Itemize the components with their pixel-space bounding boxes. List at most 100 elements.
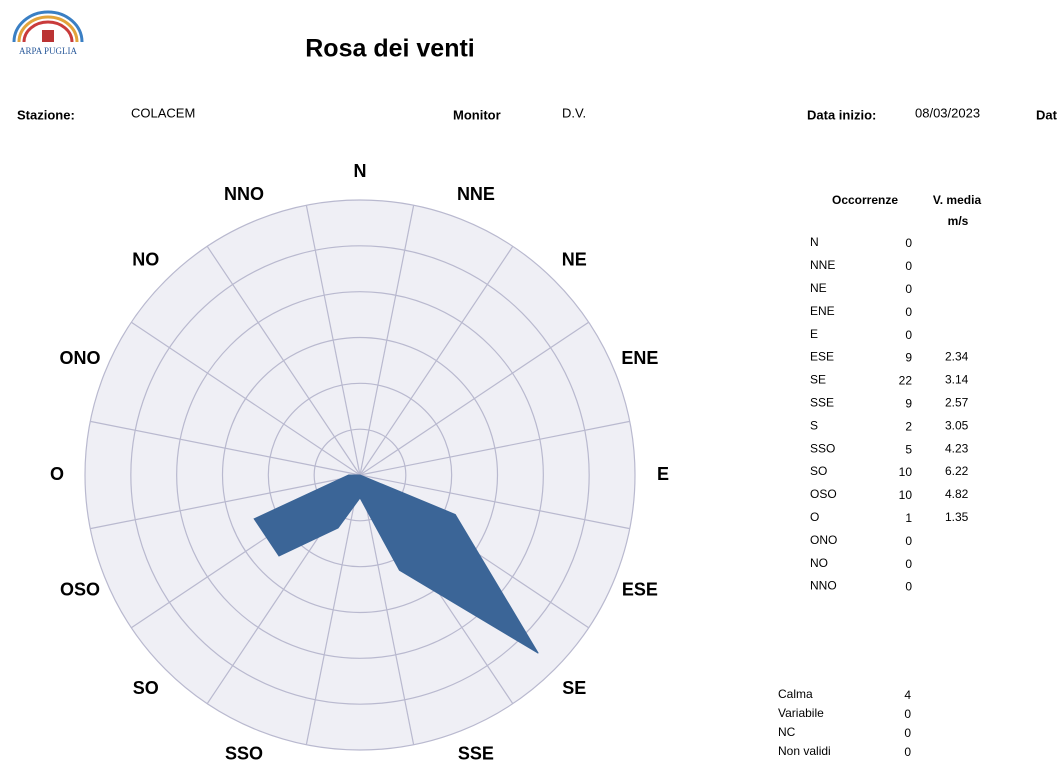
summary-value: 0: [904, 726, 911, 740]
radar-area: [253, 474, 539, 654]
table-speed: 2.34: [945, 350, 969, 364]
logo-arc: [22, 20, 74, 43]
table-occurrences: 0: [905, 282, 912, 296]
table-header: V. media: [933, 193, 982, 207]
spoke: [90, 474, 361, 530]
table-occurrences: 10: [899, 465, 913, 479]
grid-ring: [221, 336, 499, 614]
direction-label: SO: [133, 678, 159, 698]
table-speed: 3.14: [945, 373, 969, 387]
table-occurrences: 9: [905, 351, 912, 365]
field-label: Monitor: [453, 107, 501, 122]
logo-text: ARPA PUGLIA: [19, 46, 77, 56]
field-label: Data inizio:: [807, 107, 876, 122]
direction-label: SSE: [458, 744, 494, 764]
direction-label: O: [50, 464, 64, 484]
spoke: [359, 420, 630, 476]
grid-ring: [313, 428, 407, 522]
logo-arc: [17, 15, 79, 43]
field-value: D.V.: [562, 105, 586, 120]
grid-ring: [176, 291, 544, 659]
spoke: [90, 420, 361, 476]
summary-label: Variabile: [778, 706, 824, 720]
field-value: 08/03/2023: [915, 105, 980, 120]
table-header: Occorrenze: [832, 193, 898, 207]
table-speed: 3.05: [945, 418, 969, 432]
table-occurrences: 2: [905, 419, 912, 433]
table-direction: E: [810, 327, 818, 341]
table-direction: O: [810, 510, 819, 524]
spoke: [305, 205, 361, 476]
table-speed: 4.82: [945, 487, 969, 501]
direction-label: NNE: [457, 184, 495, 204]
logo-shield: [42, 30, 54, 42]
spoke: [359, 246, 514, 476]
table-direction: NNO: [810, 579, 837, 593]
table-speed: 4.23: [945, 441, 969, 455]
field-label: Stazione:: [17, 107, 75, 122]
spoke: [305, 474, 361, 745]
table-direction: SSE: [810, 395, 834, 409]
summary-label: NC: [778, 725, 796, 739]
table-occurrences: 22: [899, 374, 913, 388]
summary-label: Non validi: [778, 744, 831, 758]
direction-label: NE: [562, 249, 587, 269]
spoke: [359, 474, 630, 530]
grid-ring: [84, 199, 636, 751]
table-speed: 6.22: [945, 464, 969, 478]
table-occurrences: 0: [905, 259, 912, 273]
spoke: [359, 321, 589, 476]
direction-label: N: [354, 161, 367, 181]
logo: ARPA PUGLIA: [12, 10, 84, 56]
direction-label: SSO: [225, 744, 263, 764]
direction-label: ENE: [621, 348, 658, 368]
summary-label: Calma: [778, 687, 813, 701]
table-direction: NE: [810, 281, 827, 295]
table-direction: NO: [810, 556, 828, 570]
table-occurrences: 10: [899, 488, 913, 502]
table-speed: 2.57: [945, 395, 969, 409]
table-direction: NNE: [810, 258, 835, 272]
grid-ring: [267, 382, 453, 568]
table-occurrences: 0: [905, 328, 912, 342]
table-speed: 1.35: [945, 510, 969, 524]
table-occurrences: 0: [905, 580, 912, 594]
table-occurrences: 0: [905, 534, 912, 548]
direction-label: NO: [132, 249, 159, 269]
table-occurrences: 9: [905, 396, 912, 410]
table-direction: SSO: [810, 441, 835, 455]
table-direction: N: [810, 235, 819, 249]
spoke: [206, 246, 361, 476]
table-occurrences: 0: [905, 557, 912, 571]
summary-value: 0: [904, 707, 911, 721]
table-direction: S: [810, 418, 818, 432]
spoke: [359, 474, 415, 745]
table-direction: ESE: [810, 350, 834, 364]
table-occurrences: 0: [905, 236, 912, 250]
table-occurrences: 5: [905, 442, 912, 456]
page-title: Rosa dei venti: [305, 35, 475, 63]
field-value: COLACEM: [131, 105, 195, 120]
direction-label: SE: [562, 678, 586, 698]
direction-label: OSO: [60, 580, 100, 600]
field-label: Dat: [1036, 107, 1058, 122]
logo-arc: [12, 10, 84, 43]
grid-ring: [130, 245, 590, 705]
direction-label: NNO: [224, 184, 264, 204]
summary-value: 4: [904, 688, 911, 702]
table-direction: OSO: [810, 487, 837, 501]
table-direction: ENE: [810, 304, 835, 318]
table-occurrences: 0: [905, 305, 912, 319]
spoke: [359, 205, 415, 476]
direction-label: ESE: [622, 580, 658, 600]
table-direction: ONO: [810, 533, 837, 547]
table-direction: SE: [810, 373, 826, 387]
table-direction: SO: [810, 464, 827, 478]
spoke: [131, 321, 361, 476]
direction-label: ONO: [60, 348, 101, 368]
table-occurrences: 1: [905, 511, 912, 525]
direction-label: E: [657, 464, 669, 484]
summary-value: 0: [904, 745, 911, 759]
